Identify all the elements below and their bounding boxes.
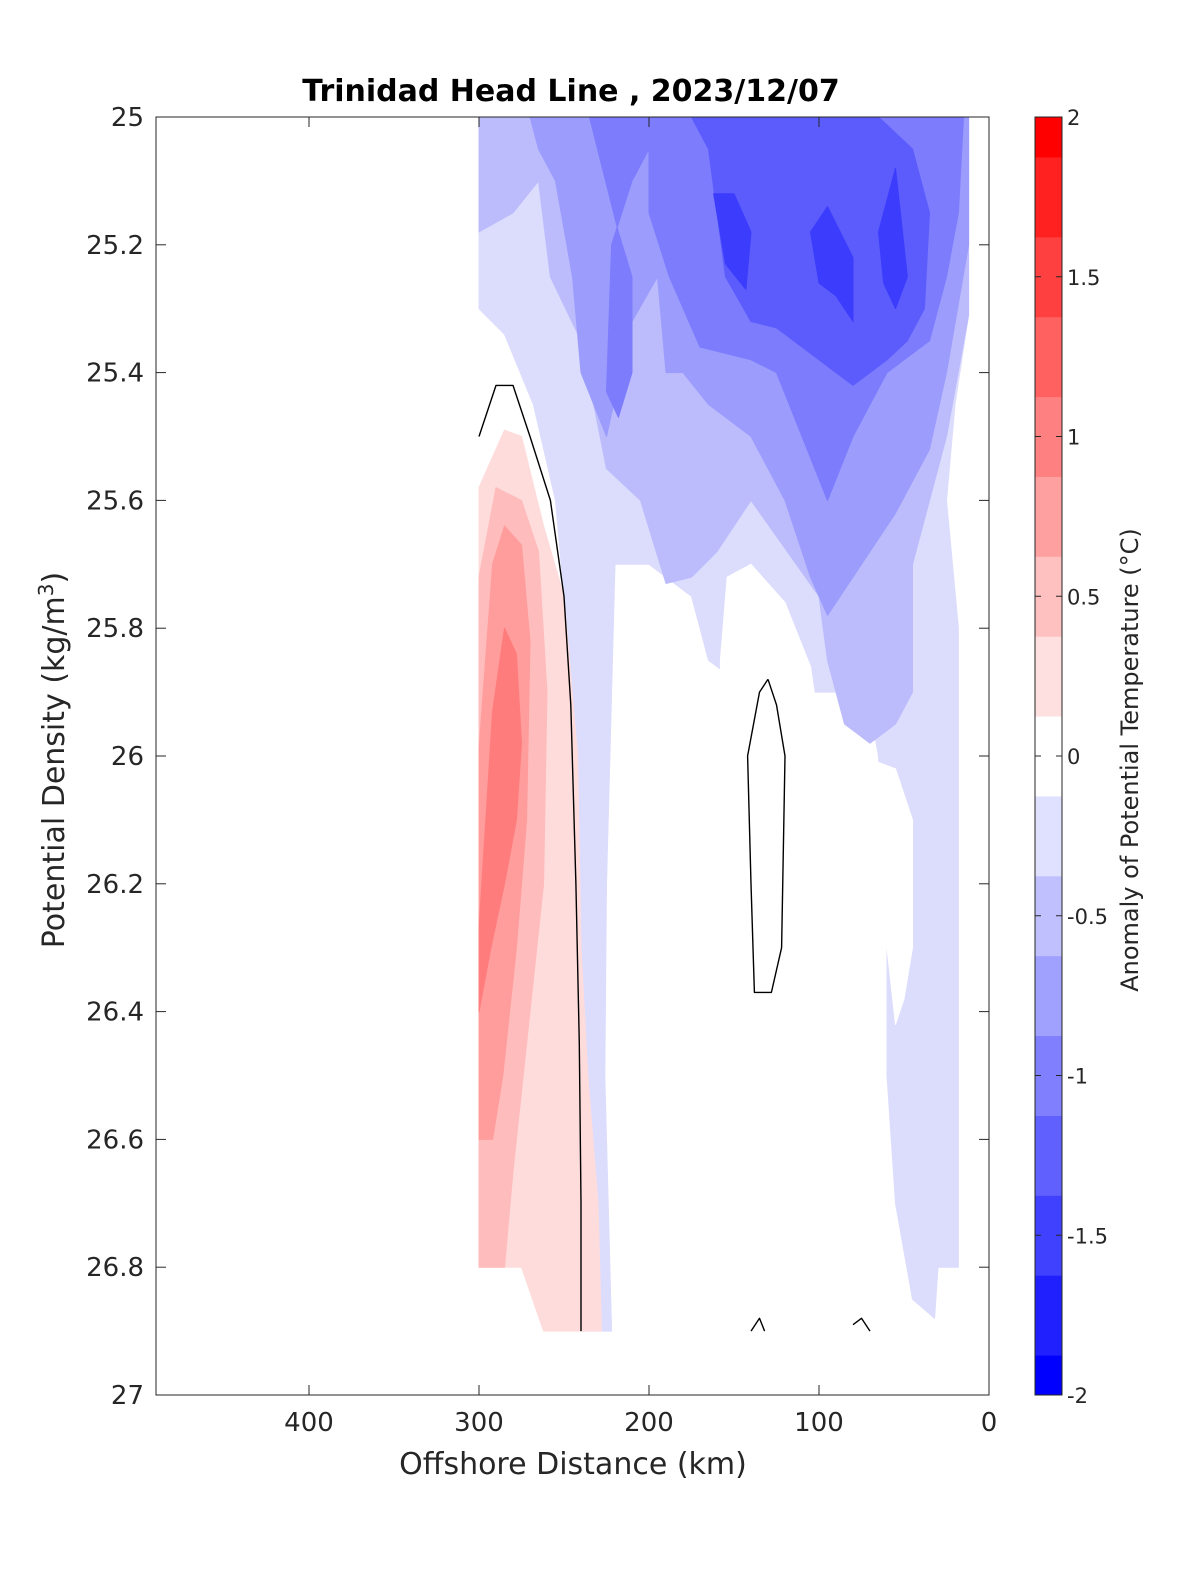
colorbar-band-10 [1035, 636, 1062, 717]
zero-contour-line-1 [478, 384, 582, 1332]
x-axis-label: Offshore Distance (km) [399, 1447, 747, 1482]
y-axis-label-main: Potential Density (kg/m [37, 596, 72, 948]
colorbar-tick-label-0.5: 0.5 [1067, 585, 1100, 609]
colorbar-band-17 [1035, 117, 1062, 158]
colorbar-band-6 [1035, 955, 1062, 1037]
colorbar-ticks: 2 1.5 1 0.5 0 -0.5 -1 -1.5 -2 [1035, 106, 1108, 1408]
colorbar-tick-label--1.5: -1.5 [1067, 1224, 1108, 1248]
colorbar-label: Anomaly of Potential Temperature (°C) [1116, 528, 1144, 992]
y-tick-label-25: 25 [111, 103, 144, 133]
y-tick-label-26: 26 [111, 742, 144, 772]
y-tick-label-25.4: 25.4 [86, 359, 144, 389]
colorbar-band-2 [1035, 1275, 1062, 1356]
zero-contour-line-4 [852, 1317, 871, 1332]
zero-contour-lines [478, 384, 871, 1332]
colorbar-tick-label-2: 2 [1067, 106, 1080, 130]
contour-region-8 [878, 167, 908, 310]
contour-region-6 [713, 193, 752, 290]
colorbar-tick-label--2: -2 [1067, 1384, 1088, 1408]
y-tick-label-26.4: 26.4 [86, 998, 144, 1028]
contour-region-5 [691, 116, 930, 386]
colorbar-tick-label-0: 0 [1067, 745, 1080, 769]
colorbar-tick-label-1.5: 1.5 [1067, 266, 1100, 290]
y-tick-label-26.8: 26.8 [86, 1253, 144, 1283]
zero-contour-line-2 [746, 678, 786, 994]
y-tick-label-26.2: 26.2 [86, 870, 144, 900]
contour-region-7 [810, 206, 854, 322]
y-tick-label-25.2: 25.2 [86, 231, 144, 261]
contour-fills [478, 116, 970, 1332]
zero-contour-line-3 [750, 1317, 766, 1332]
y-tick-label-27: 27 [111, 1381, 144, 1411]
y-tick-label-25.6: 25.6 [86, 486, 144, 516]
x-tick-label-400: 400 [284, 1408, 334, 1438]
y-axis: 25 25.2 25.4 25.6 25.8 26 26.2 26.4 26.6 26.8 27 [86, 103, 989, 1411]
x-tick-label-0: 0 [981, 1408, 998, 1438]
colorbar-tick-label--0.5: -0.5 [1067, 905, 1108, 929]
colorbar-band-8 [1035, 795, 1062, 877]
colorbar-tick-label-1: 1 [1067, 426, 1080, 450]
colorbar [1035, 117, 1062, 1396]
colorbar-tick-label--1: -1 [1067, 1065, 1088, 1089]
contour-region-12 [478, 627, 522, 1013]
chart-title: Trinidad Head Line , 2023/12/07 [302, 74, 839, 109]
colorbar-frame [1034, 116, 1063, 1396]
colorbar-band-4 [1035, 1115, 1062, 1196]
colorbar-band-12 [1035, 476, 1062, 557]
colorbar-band-14 [1035, 316, 1062, 398]
x-tick-label-100: 100 [794, 1408, 844, 1438]
x-tick-label-300: 300 [454, 1408, 504, 1438]
colorbar-band-16 [1035, 156, 1062, 238]
colorbar-band-1 [1035, 1355, 1062, 1396]
y-axis-label: Potential Density (kg/m3) [34, 572, 72, 948]
x-tick-label-200: 200 [624, 1408, 674, 1438]
y-axis-label-superscript: 3 [34, 583, 58, 596]
y-tick-label-26.6: 26.6 [86, 1125, 144, 1155]
y-tick-label-25.8: 25.8 [86, 614, 144, 644]
contour-region-14 [861, 755, 913, 1025]
y-axis-label-close: ) [37, 572, 72, 584]
contour-region-13 [719, 563, 823, 1160]
x-axis: 400 300 200 100 0 [284, 117, 997, 1438]
